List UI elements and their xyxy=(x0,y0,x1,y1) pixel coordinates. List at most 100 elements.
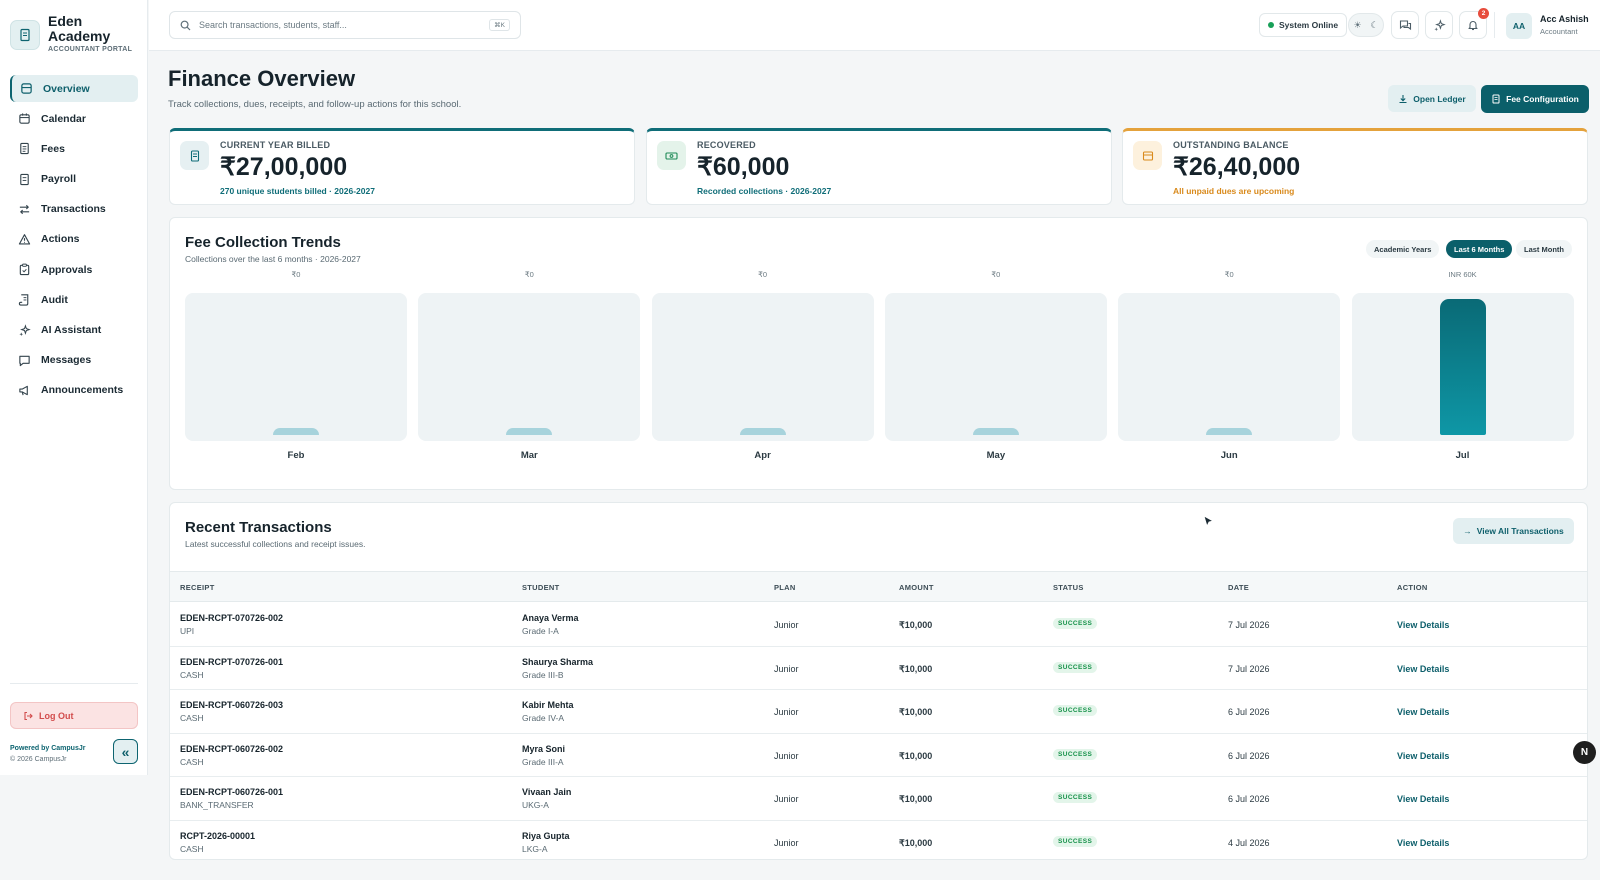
student-name: Shaurya Sharma xyxy=(522,656,594,667)
view-details-link[interactable]: View Details xyxy=(1397,750,1450,761)
double-chevron-left-icon: « xyxy=(121,743,130,760)
bar-category-label: Apr xyxy=(754,450,771,461)
sidebar-item-payroll[interactable]: Payroll xyxy=(10,166,138,193)
filter-last-6-months[interactable]: Last 6 Months xyxy=(1446,240,1513,258)
calendar-icon xyxy=(19,113,30,124)
sidebar-item-audit[interactable]: Audit xyxy=(10,286,138,313)
bar-column: ₹0 Mar xyxy=(418,270,641,470)
search-input[interactable]: Search transactions, students, staff... … xyxy=(169,11,521,39)
warning-icon xyxy=(18,234,31,245)
system-status: System Online xyxy=(1259,13,1348,37)
column-header: RECEIPT xyxy=(180,583,215,592)
stat-note: Recorded collections · 2026-2027 xyxy=(697,186,832,196)
topbar-divider xyxy=(1494,12,1495,38)
sparkle-icon xyxy=(1433,18,1446,31)
sidebar-item-announcements[interactable]: Announcements xyxy=(10,377,138,404)
bar-track xyxy=(651,293,874,441)
bell-icon xyxy=(1468,21,1478,31)
brand-portal: ACCOUNTANT PORTAL xyxy=(48,46,133,53)
sidebar-item-approvals[interactable]: Approvals xyxy=(10,256,138,283)
sidebar-item-transactions[interactable]: Transactions xyxy=(10,196,138,223)
student-grade: Grade III-A xyxy=(522,756,564,767)
column-header: DATE xyxy=(1228,583,1250,592)
document-icon xyxy=(1492,94,1500,104)
student-grade: Grade III-B xyxy=(522,669,564,680)
bar[interactable] xyxy=(506,428,553,435)
bar-column: INR 60K Jul xyxy=(1351,270,1574,470)
search-icon xyxy=(180,20,191,30)
sidebar-item-actions[interactable]: Actions xyxy=(10,226,138,253)
table-row: EDEN-RCPT-070726-002 UPI Anaya Verma Grade … xyxy=(170,603,1587,647)
view-all-transactions-button[interactable]: → View All Transactions xyxy=(1453,518,1574,544)
bar-column: ₹0 Jun xyxy=(1118,270,1341,470)
student-grade: UKG-A xyxy=(522,800,549,810)
date-cell: 6 Jul 2026 xyxy=(1228,750,1270,761)
view-details-link[interactable]: View Details xyxy=(1397,620,1450,630)
trends-subtitle: Collections over the last 6 months · 202… xyxy=(185,254,361,264)
logout-button[interactable]: Log Out xyxy=(10,702,138,729)
view-details-link[interactable]: View Details xyxy=(1397,663,1450,674)
overview-icon xyxy=(21,83,32,94)
sidebar-item-overview[interactable]: Overview xyxy=(10,75,138,102)
logout-icon xyxy=(24,711,33,720)
powered-by: Powered by CampusJr © 2026 CampusJr xyxy=(10,743,85,765)
filter-academic-years[interactable]: Academic Years xyxy=(1366,240,1440,258)
transactions-subtitle: Latest successful collections and receip… xyxy=(185,539,366,549)
bar[interactable] xyxy=(273,428,319,435)
theme-toggle[interactable]: ☀ ☾ xyxy=(1348,13,1384,37)
payroll-icon xyxy=(20,173,29,185)
mouse-cursor-icon xyxy=(1203,515,1215,528)
payment-method: UPI xyxy=(180,626,195,636)
bar-track xyxy=(418,293,641,441)
brand: Eden Academy ACCOUNTANT PORTAL xyxy=(10,14,132,53)
notifications-button[interactable]: 2 xyxy=(1459,8,1489,39)
bar[interactable] xyxy=(972,428,1019,435)
amount-cell: ₹10,000 xyxy=(899,620,933,630)
plan-cell: Junior xyxy=(774,620,799,630)
receipt-id: EDEN-RCPT-060726-002 xyxy=(180,743,284,754)
view-details-link[interactable]: View Details xyxy=(1397,794,1450,804)
sidebar-item-ai-assistant[interactable]: AI Assistant xyxy=(10,317,138,344)
bar[interactable] xyxy=(1439,299,1486,435)
status-dot-icon xyxy=(1268,22,1274,28)
bar[interactable] xyxy=(739,428,786,435)
receipt-id: EDEN-RCPT-070726-001 xyxy=(180,656,284,667)
fee-configuration-button[interactable]: Fee Configuration xyxy=(1481,85,1589,113)
message-icon xyxy=(19,355,30,366)
fee-collection-trends: Fee Collection Trends Collections over t… xyxy=(169,217,1588,490)
sidebar-item-calendar[interactable]: Calendar xyxy=(10,105,138,132)
payment-method: CASH xyxy=(180,843,204,854)
view-details-link[interactable]: View Details xyxy=(1397,837,1450,848)
recent-transactions: Recent Transactions Latest successful co… xyxy=(169,502,1588,860)
sidebar-item-label: Overview xyxy=(43,82,90,95)
status-badge: SUCCESS xyxy=(1053,835,1098,847)
sidebar-item-messages[interactable]: Messages xyxy=(10,347,138,374)
bar-column: ₹0 Apr xyxy=(651,270,874,470)
sidebar-item-label: AI Assistant xyxy=(41,324,102,336)
bar-value-label: INR 60K xyxy=(1448,270,1477,279)
fee-configuration-label: Fee Configuration xyxy=(1506,94,1579,104)
bar-track xyxy=(185,293,407,441)
student-name: Vivaan Jain xyxy=(522,787,572,797)
bar[interactable] xyxy=(1206,428,1253,435)
bar-column: ₹0 May xyxy=(884,270,1107,470)
column-header: STUDENT xyxy=(522,583,560,592)
bar-value-label: ₹0 xyxy=(291,270,301,279)
bar-track xyxy=(884,293,1107,441)
stat-card-billed: CURRENT YEAR BILLED ₹27,00,000 270 uniqu… xyxy=(169,128,635,205)
payment-method: CASH xyxy=(180,669,204,680)
view-details-link[interactable]: View Details xyxy=(1397,707,1450,717)
ai-button[interactable] xyxy=(1425,11,1453,39)
open-ledger-button[interactable]: Open Ledger xyxy=(1388,85,1476,112)
stat-value: ₹60,000 xyxy=(697,153,790,181)
receipt-icon xyxy=(180,141,209,170)
stat-card-outstanding: OUTSTANDING BALANCE ₹26,40,000 All unpai… xyxy=(1122,128,1588,205)
filter-last-month[interactable]: Last Month xyxy=(1516,240,1572,258)
chat-button[interactable] xyxy=(1391,11,1419,39)
sidebar-item-fees[interactable]: Fees xyxy=(10,135,138,162)
floating-n-button[interactable]: N xyxy=(1573,741,1596,764)
bar-value-label: ₹0 xyxy=(991,270,1001,279)
avatar[interactable]: AA xyxy=(1506,13,1532,39)
student-name: Anaya Verma xyxy=(522,613,579,623)
collapse-sidebar-button[interactable]: « xyxy=(113,739,138,764)
